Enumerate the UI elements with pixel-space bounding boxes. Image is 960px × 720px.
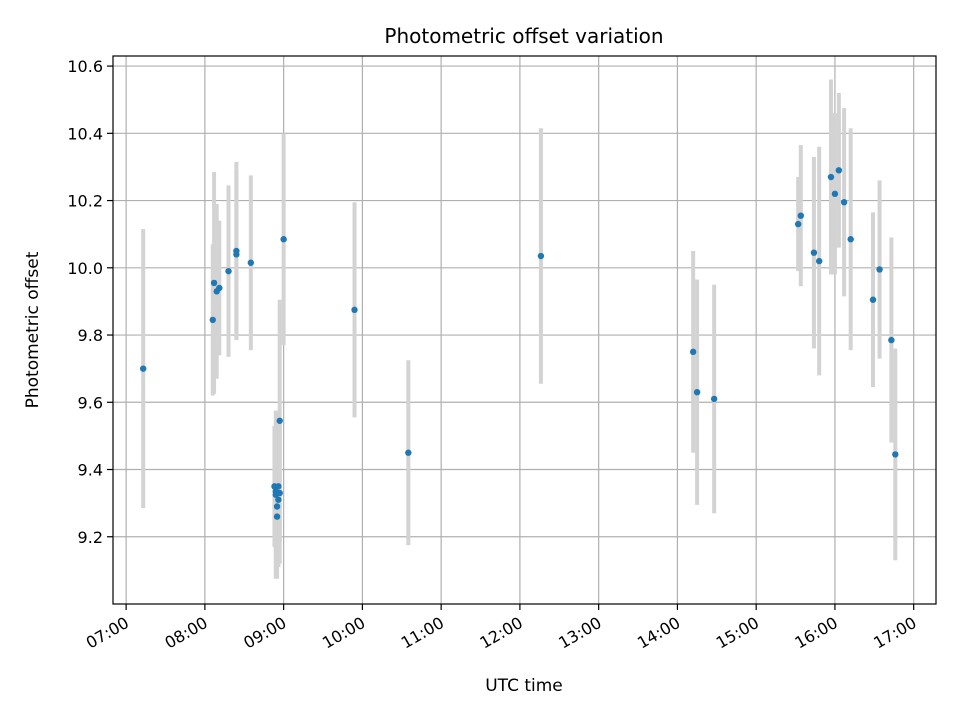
y-tick-label: 9.4 [78, 461, 103, 480]
data-point [827, 173, 835, 181]
data-point [225, 267, 232, 275]
data-point [537, 252, 545, 260]
data-point [276, 489, 283, 497]
data-point [689, 348, 697, 356]
data-point [831, 190, 839, 198]
data-point [797, 212, 805, 219]
data-point [209, 316, 216, 324]
data-point [275, 483, 282, 490]
data-point [710, 395, 718, 403]
y-axis-label: Photometric offset [23, 251, 43, 408]
data-point [276, 417, 283, 424]
data-point [869, 296, 877, 303]
data-point [139, 365, 147, 372]
data-point [794, 220, 802, 228]
y-tick-label: 9.6 [78, 393, 103, 412]
data-point [405, 449, 412, 456]
y-tick-label: 10.4 [67, 124, 103, 143]
y-tick-label: 10.2 [67, 192, 103, 211]
y-tick-label: 9.2 [78, 528, 103, 547]
data-point [233, 247, 240, 255]
y-axis: 9.2 9.4 9.6 9.8 10.0 10.2 10.4 10.6 [67, 57, 113, 547]
data-point [210, 279, 218, 287]
data-point [273, 513, 281, 520]
data-point [892, 451, 899, 458]
data-point [693, 388, 701, 396]
data-point [847, 236, 854, 243]
data-point [835, 167, 843, 174]
y-tick-label: 10.6 [67, 57, 103, 76]
data-point [810, 249, 818, 256]
data-point [273, 503, 281, 510]
y-tick-label: 9.8 [78, 326, 103, 345]
data-point [876, 266, 883, 273]
data-point [275, 496, 282, 503]
data-points [139, 167, 899, 520]
plot-frame [112, 55, 937, 605]
data-point [216, 284, 223, 292]
data-point [840, 199, 848, 206]
y-tick-label: 10.0 [67, 259, 103, 278]
data-point [280, 236, 287, 243]
data-point [815, 257, 823, 265]
data-point [247, 259, 255, 266]
data-point [888, 336, 895, 344]
chart-title: Photometric offset variation [384, 24, 663, 48]
data-point [351, 306, 358, 314]
x-axis-label: UTC time [485, 676, 563, 696]
